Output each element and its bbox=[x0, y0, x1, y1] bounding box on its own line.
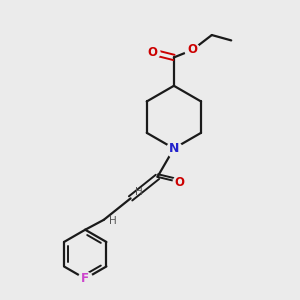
Text: N: N bbox=[169, 142, 179, 155]
Text: H: H bbox=[135, 187, 143, 197]
Text: H: H bbox=[109, 216, 116, 226]
Text: O: O bbox=[188, 44, 197, 56]
Text: O: O bbox=[175, 176, 185, 189]
Text: O: O bbox=[147, 46, 158, 59]
Text: F: F bbox=[81, 272, 89, 285]
